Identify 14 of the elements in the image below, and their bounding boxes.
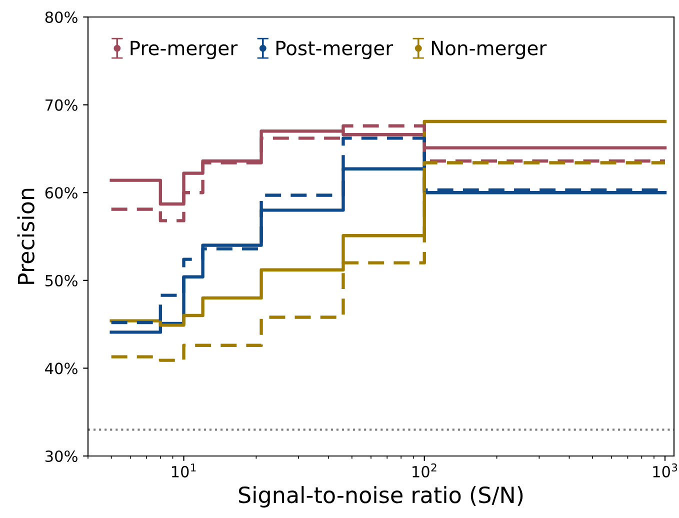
- y-tick-label: 50%: [46, 274, 78, 286]
- y-tick-label: 70%: [46, 99, 78, 111]
- legend-label: Non-merger: [432, 40, 547, 60]
- x-tick-label: 10$^{2}$: [412, 463, 436, 478]
- x-tick-label: 10$^{1}$: [172, 464, 196, 478]
- y-tick-label: 60%: [45, 187, 78, 199]
- y-tick-label: 40%: [45, 362, 78, 374]
- y-tick-label: 30%: [45, 450, 78, 462]
- x-axis-title: Signal-to-noise ratio (S/N): [238, 486, 523, 508]
- legend-label: Post-merger: [276, 40, 394, 60]
- x-tick-label: 10$^{3}$: [653, 463, 678, 478]
- legend-label: Pre-merger: [130, 40, 238, 60]
- y-tick-label: 80%: [45, 11, 78, 24]
- y-axis-title: Precision: [17, 188, 34, 284]
